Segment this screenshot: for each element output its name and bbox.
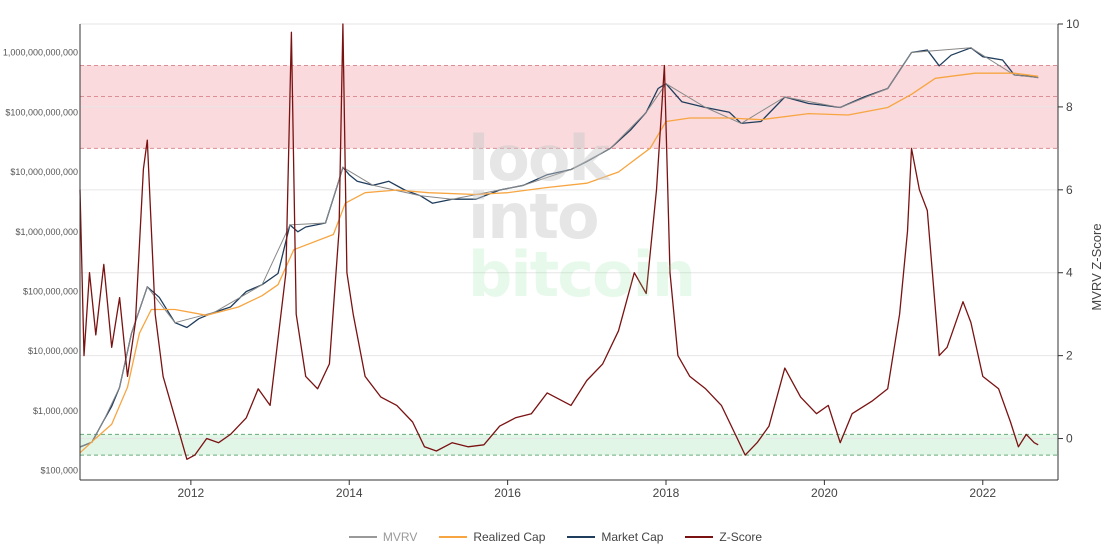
axes: $100,000 $1,000,000 $10,000,000 $100,000,00… xyxy=(3,17,1104,500)
right-axis-tick-label: 10 xyxy=(1066,17,1080,31)
left-axis-tick-label: $1,000,000 xyxy=(33,406,78,416)
watermark-line-2: into xyxy=(468,180,600,253)
chart-legend: MVRV Realized Cap Market Cap Z-Score xyxy=(0,530,1111,544)
right-axis-tick-label: 2 xyxy=(1066,349,1073,363)
legend-label-z-score: Z-Score xyxy=(719,530,763,544)
left-axis-tick-label: 1,000,000,000,000 xyxy=(3,48,78,58)
series-layer[interactable] xyxy=(79,23,1039,460)
legend-label-realized-cap: Realized Cap xyxy=(473,530,546,544)
x-axis-tick-label: 2022 xyxy=(969,486,996,500)
legend-swatch-z-score xyxy=(685,536,714,538)
watermark-line-3: bitcoin xyxy=(468,238,696,311)
left-axis-tick-label: $10,000,000 xyxy=(28,346,78,356)
x-axis-tick-label: 2016 xyxy=(494,486,521,500)
right-axis-title: MVRV Z-Score xyxy=(1089,223,1104,310)
legend-item-market-cap[interactable]: Market Cap xyxy=(567,530,663,544)
watermark-logo: look into bitcoin xyxy=(468,122,696,311)
right-axis-tick-label: 6 xyxy=(1066,183,1073,197)
series-z-score xyxy=(79,23,1039,460)
legend-label-mvrv: MVRV xyxy=(382,530,418,544)
left-axis-tick-label: $10,000,000,000 xyxy=(10,167,78,177)
right-axis-tick-label: 4 xyxy=(1066,266,1073,280)
legend-swatch-mvrv xyxy=(348,536,377,538)
legend-label-market-cap: Market Cap xyxy=(601,530,664,544)
legend-swatch-market-cap xyxy=(567,536,596,538)
right-axis-tick-label: 8 xyxy=(1066,100,1073,114)
series-mvrv xyxy=(79,47,1039,448)
x-axis-tick-label: 2018 xyxy=(653,486,680,500)
left-axis-tick-label: $100,000,000 xyxy=(23,287,78,297)
legend-swatch-realized-cap xyxy=(439,536,468,538)
x-axis-tick-label: 2020 xyxy=(811,486,838,500)
right-axis-tick-label: 0 xyxy=(1066,432,1073,446)
legend-item-z-score[interactable]: Z-Score xyxy=(685,530,762,544)
legend-item-realized-cap[interactable]: Realized Cap xyxy=(439,530,545,544)
left-axis-tick-label: $1,000,000,000 xyxy=(15,227,78,237)
band-bottom xyxy=(80,434,1058,456)
x-axis-tick-label: 2012 xyxy=(178,486,205,500)
left-axis-tick-label: $100,000,000,000 xyxy=(5,107,78,117)
watermark-line-1: look xyxy=(468,122,610,195)
legend-item-mvrv[interactable]: MVRV xyxy=(348,530,418,544)
x-axis-tick-label: 2014 xyxy=(336,486,363,500)
left-axis-tick-label: $100,000 xyxy=(40,466,78,476)
grid-lines xyxy=(80,23,1058,440)
series-realized-cap xyxy=(79,72,1039,454)
